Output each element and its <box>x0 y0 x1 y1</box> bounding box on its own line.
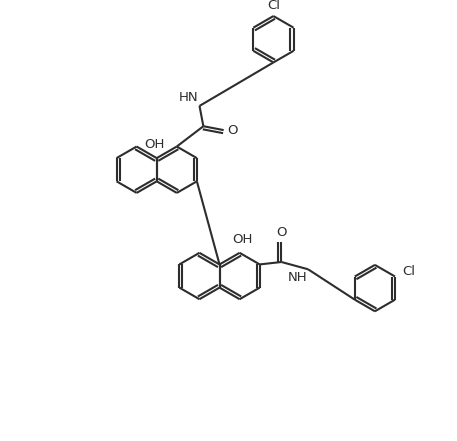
Text: OH: OH <box>144 138 165 151</box>
Text: Cl: Cl <box>402 265 415 278</box>
Text: Cl: Cl <box>267 0 280 12</box>
Text: NH: NH <box>287 271 307 284</box>
Text: O: O <box>276 225 287 239</box>
Text: O: O <box>227 123 238 137</box>
Text: OH: OH <box>232 233 252 246</box>
Text: HN: HN <box>179 91 199 104</box>
